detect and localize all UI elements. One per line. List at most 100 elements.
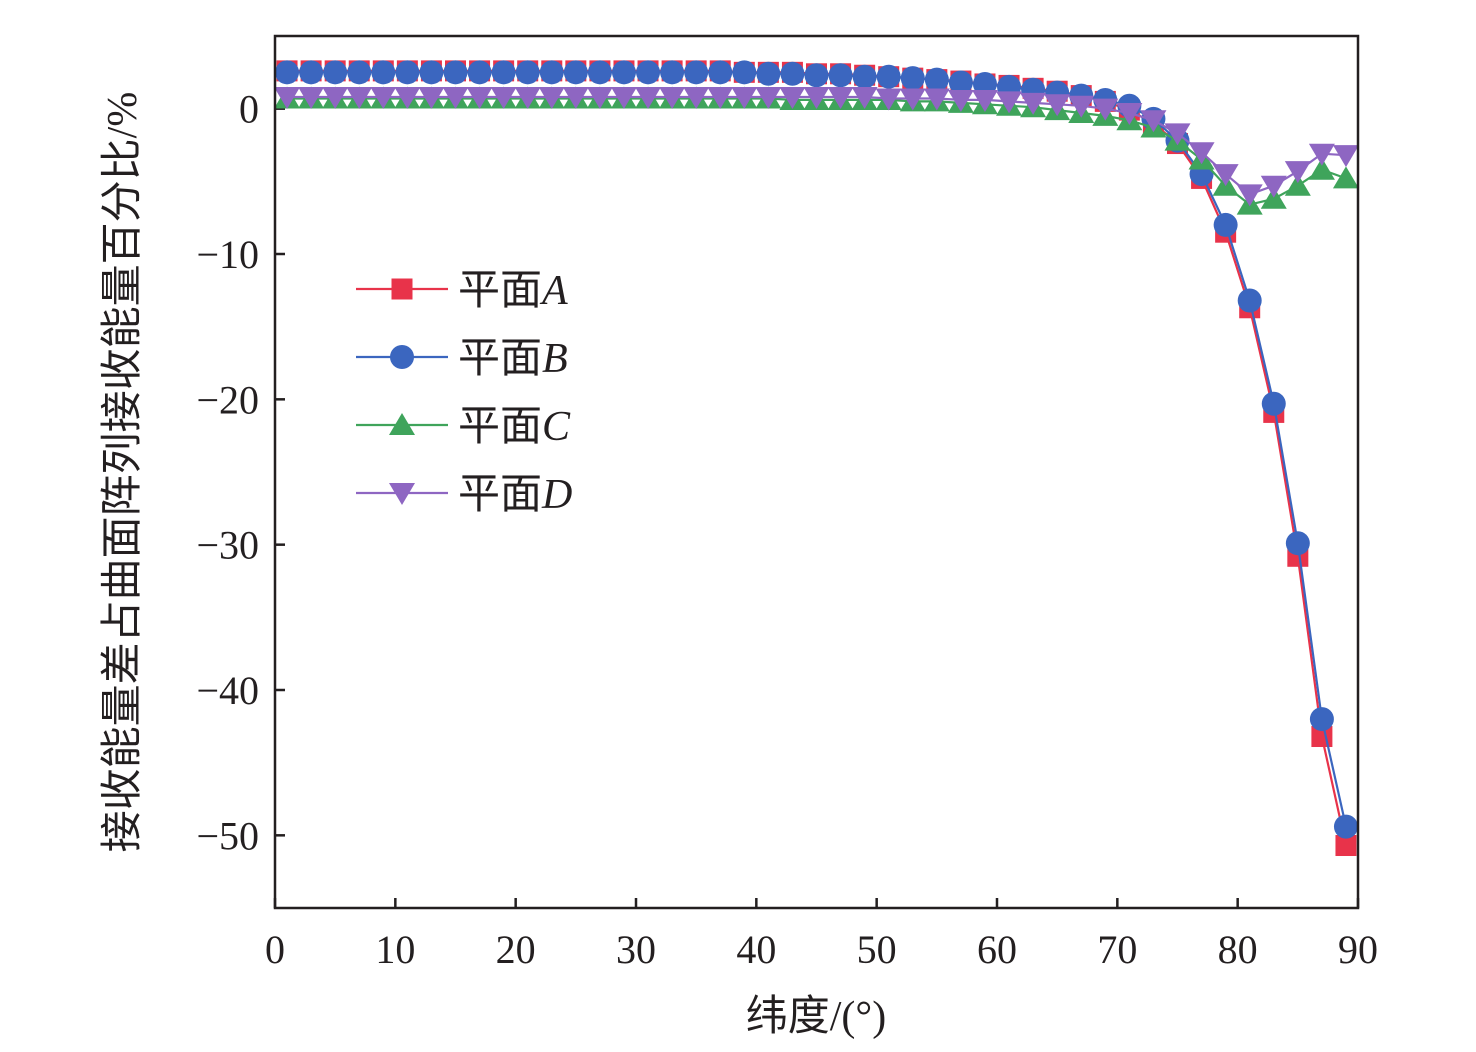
data-point-D	[1116, 103, 1143, 126]
data-point-B	[443, 60, 468, 85]
data-point-D	[731, 87, 758, 110]
data-point-B	[684, 60, 709, 85]
plot-frame	[273, 34, 1360, 910]
data-point-B	[611, 60, 636, 85]
data-point-D	[346, 87, 373, 110]
data-point-B	[660, 60, 685, 85]
data-point-B	[1213, 212, 1238, 237]
x-tick-label: 90	[1338, 927, 1378, 972]
legend: 平面A 平面B 平面C 平面D	[356, 268, 572, 518]
x-tick-label: 80	[1218, 927, 1258, 972]
data-point-D	[538, 87, 565, 110]
data-point-B	[299, 60, 324, 85]
y-tick-label: −10	[196, 232, 259, 277]
data-point-D	[394, 87, 421, 110]
legend-item-C: 平面C	[356, 404, 571, 450]
series-line-A	[287, 69, 1348, 846]
y-tick-label: −30	[196, 523, 259, 568]
x-axis-title: 纬度/(°)	[746, 994, 886, 1040]
x-tick-label: 70	[1097, 927, 1137, 972]
data-point-D	[562, 87, 589, 110]
data-point-D	[1140, 110, 1167, 133]
data-point-D	[1164, 123, 1191, 146]
data-point-B	[539, 60, 564, 85]
data-point-B	[636, 60, 661, 85]
plot-series	[274, 60, 1359, 857]
series-D	[274, 87, 1359, 207]
data-point-B	[1333, 814, 1358, 839]
data-point-D	[875, 88, 902, 111]
data-point-D	[971, 89, 998, 112]
y-tick-label: −20	[196, 377, 259, 422]
data-point-D	[322, 87, 349, 110]
data-point-D	[755, 87, 782, 110]
legend-label-letter: D	[541, 472, 572, 518]
x-tick-label: 30	[616, 927, 656, 972]
data-point-B	[347, 60, 372, 85]
data-point-B	[371, 60, 396, 85]
data-point-D	[1212, 164, 1239, 187]
series-line-B	[287, 71, 1348, 827]
data-point-B	[275, 60, 300, 85]
data-point-D	[274, 87, 301, 110]
data-point-D	[996, 91, 1023, 114]
data-point-B	[587, 60, 612, 85]
data-point-B	[395, 60, 420, 85]
data-point-D	[1260, 175, 1287, 198]
data-point-B	[1261, 391, 1286, 416]
data-point-B	[756, 61, 781, 86]
data-point-B	[708, 60, 733, 85]
legend-label: 平面C	[458, 404, 571, 450]
data-point-D	[803, 87, 830, 110]
legend-marker	[389, 413, 415, 435]
data-point-D	[418, 87, 445, 110]
data-point-D	[442, 87, 469, 110]
tick-labels: 0 10 20 30 40 50 60 70 80 90 0 −10 −20 −30 −40 −50	[196, 87, 1378, 972]
data-point-B	[1285, 531, 1310, 556]
data-point-B	[1237, 288, 1262, 313]
data-point-C	[1260, 186, 1287, 209]
data-point-B	[1309, 707, 1334, 732]
data-point-D	[1044, 94, 1071, 117]
x-tick-label: 0	[265, 927, 285, 972]
data-point-B	[924, 67, 949, 92]
legend-label: 平面A	[458, 268, 568, 314]
legend-item-D: 平面D	[356, 472, 572, 518]
data-point-B	[563, 60, 588, 85]
data-point-D	[1308, 143, 1335, 166]
data-point-B	[780, 61, 805, 86]
legend-marker	[389, 483, 415, 505]
x-tick-label: 40	[736, 927, 776, 972]
legend-label: 平面D	[458, 472, 572, 518]
legend-item-A: 平面A	[356, 268, 568, 314]
data-point-B	[876, 64, 901, 89]
legend-item-B: 平面B	[356, 336, 568, 382]
legend-marker	[390, 345, 414, 369]
data-point-D	[947, 89, 974, 112]
data-point-D	[635, 87, 662, 110]
data-point-D	[1020, 92, 1047, 115]
data-point-D	[1188, 142, 1215, 165]
data-point-B	[852, 64, 877, 89]
legend-marker	[391, 278, 413, 300]
data-point-B	[467, 60, 492, 85]
y-axis-title: 接收能量差占曲面阵列接收能量百分比/%	[100, 92, 146, 853]
data-point-B	[732, 60, 757, 85]
legend-label-letter: A	[539, 268, 568, 314]
legend-label: 平面B	[458, 336, 568, 382]
data-point-A	[1335, 835, 1357, 857]
axis-ticks	[273, 107, 1360, 908]
data-point-D	[1068, 95, 1095, 118]
x-tick-label: 50	[857, 927, 897, 972]
data-point-D	[779, 87, 806, 110]
data-point-B	[419, 60, 444, 85]
data-point-C	[1308, 157, 1335, 180]
data-point-B	[491, 60, 516, 85]
data-point-D	[514, 87, 541, 110]
data-point-D	[490, 87, 517, 110]
data-point-D	[827, 87, 854, 110]
legend-label-letter: B	[542, 336, 568, 382]
data-point-B	[828, 63, 853, 88]
x-tick-label: 20	[496, 927, 536, 972]
